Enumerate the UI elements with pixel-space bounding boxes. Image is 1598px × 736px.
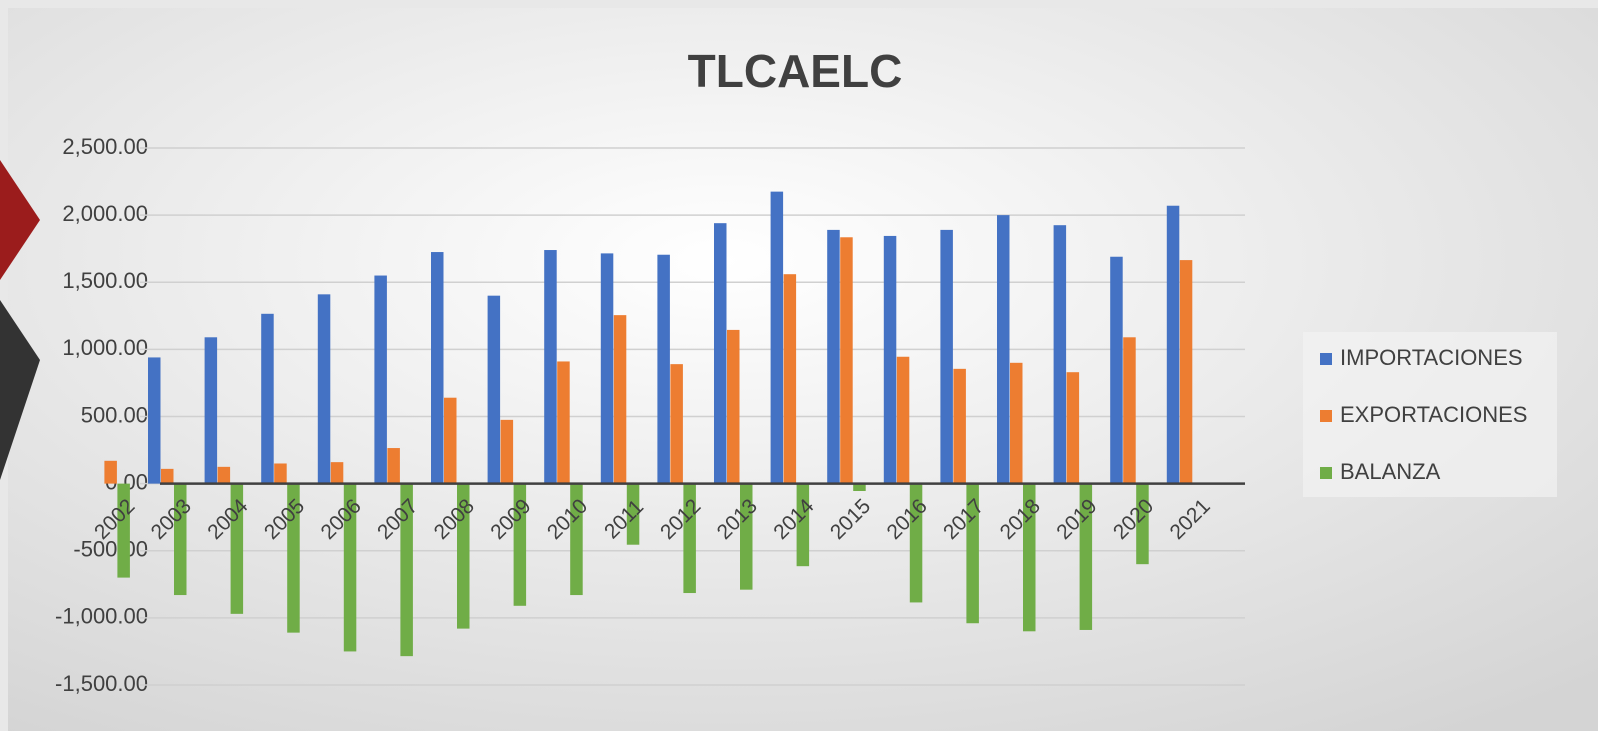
bar	[896, 356, 910, 484]
decoration	[0, 160, 40, 280]
bar	[783, 274, 797, 484]
bar	[740, 483, 753, 590]
bar	[444, 397, 457, 484]
bar	[626, 483, 640, 545]
bar	[117, 483, 130, 578]
bar	[148, 357, 161, 484]
legend-swatch	[1320, 467, 1332, 479]
bar	[1136, 483, 1149, 565]
bar	[1179, 260, 1193, 484]
bar	[827, 229, 840, 484]
bar	[570, 483, 583, 596]
bar	[457, 483, 470, 629]
bar	[613, 315, 627, 484]
bar	[953, 368, 966, 484]
bar	[557, 361, 570, 484]
bar	[600, 253, 614, 484]
bar	[1123, 337, 1136, 484]
y-tick-label: 500.00	[81, 402, 148, 427]
bar	[287, 483, 300, 633]
y-tick-label: 1,000.00	[62, 335, 148, 360]
bar	[670, 364, 683, 484]
bar	[1066, 372, 1080, 484]
y-tick-label: 2,500.00	[62, 134, 148, 159]
bar	[204, 337, 218, 484]
legend-label: BALANZA	[1340, 459, 1441, 484]
chart-title: TLCAELC	[688, 45, 903, 97]
bar	[431, 252, 444, 484]
bar	[343, 483, 357, 652]
bar	[513, 483, 527, 606]
y-tick-label: 2,000.00	[62, 201, 148, 226]
bar	[1110, 256, 1123, 484]
bar	[387, 448, 400, 484]
legend-box	[1303, 332, 1557, 497]
bar	[966, 483, 979, 624]
bar	[330, 462, 344, 484]
y-tick-label: -500.00	[73, 537, 148, 562]
bar	[683, 483, 696, 594]
bar	[1053, 225, 1067, 484]
bar	[217, 466, 231, 484]
bar	[487, 295, 501, 484]
bar	[400, 483, 413, 657]
bar	[714, 223, 727, 484]
bar	[909, 483, 923, 603]
bar	[500, 419, 514, 484]
decoration	[0, 300, 40, 480]
bar	[544, 250, 557, 484]
bar	[1079, 483, 1093, 630]
y-tick-label: -1,500.00	[55, 671, 148, 696]
y-tick-label: -1,000.00	[55, 604, 148, 629]
bar	[997, 215, 1010, 484]
bar	[274, 463, 287, 484]
bar	[840, 237, 853, 484]
bar	[104, 460, 117, 484]
y-tick-label: 1,500.00	[62, 268, 148, 293]
legend-swatch	[1320, 353, 1332, 365]
bar	[230, 483, 244, 614]
legend-swatch	[1320, 410, 1332, 422]
bar	[796, 483, 810, 567]
bar	[261, 313, 274, 484]
bar	[317, 294, 331, 484]
bar	[174, 483, 187, 596]
bar	[1010, 362, 1023, 484]
bar	[940, 229, 953, 484]
bar	[770, 191, 784, 484]
bar	[374, 275, 387, 484]
bar	[727, 329, 740, 484]
bar	[853, 483, 866, 492]
legend-label: IMPORTACIONES	[1340, 345, 1523, 370]
bar	[161, 468, 174, 484]
bar	[1023, 483, 1036, 632]
bar	[657, 254, 670, 484]
bar	[1166, 205, 1180, 484]
bar	[883, 235, 897, 484]
legend-label: EXPORTACIONES	[1340, 402, 1527, 427]
